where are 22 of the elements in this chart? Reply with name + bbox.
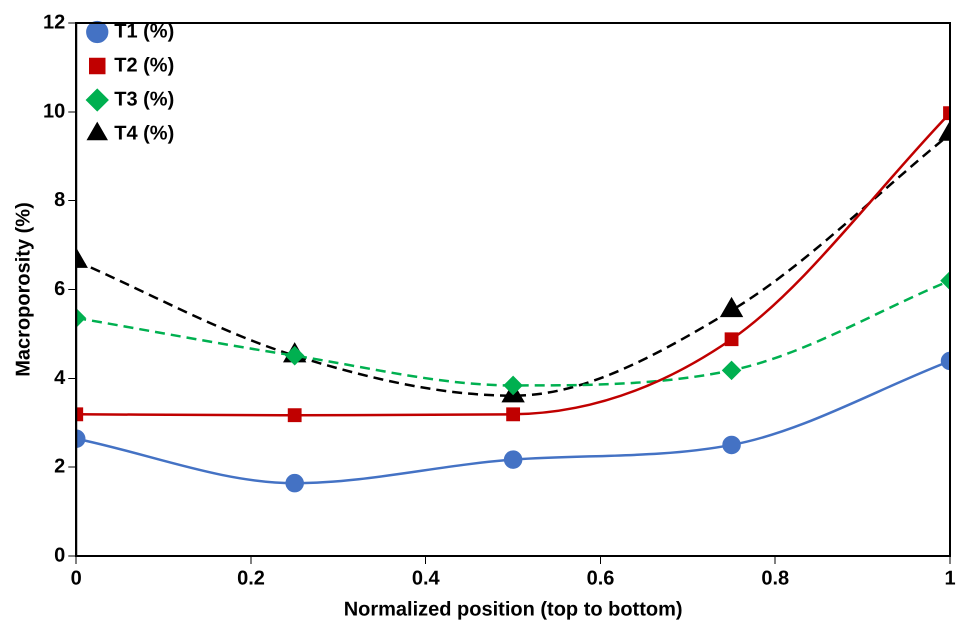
point [504,450,522,469]
legend-label: T3 (%) [114,88,174,111]
point [506,407,520,422]
x-tick-label: 0.6 [586,568,614,590]
y-axis-title: Macroporosity (%) [12,202,35,377]
legend-label: T1 (%) [114,20,174,43]
x-tick-label: 0.4 [412,568,441,590]
y-tick-label: 4 [54,366,66,389]
y-tick-label: 6 [54,278,66,300]
x-tick-label: 1 [944,568,956,590]
y-tick-label: 12 [42,12,66,34]
y-tick-label: 0 [54,544,66,567]
y-tick-label: 2 [54,456,66,478]
point [504,376,522,395]
y-tick-label: 10 [42,100,66,122]
y-tick-label: 8 [54,189,66,212]
x-tick-label: 0 [70,568,82,590]
x-tick-label: 0.2 [237,568,265,590]
x-axis-title: Normalized position (top to bottom) [344,598,683,621]
legend-label: T4 (%) [114,122,174,145]
x-tick-label: 0.8 [761,568,790,590]
legend-label: T2 (%) [114,54,174,77]
